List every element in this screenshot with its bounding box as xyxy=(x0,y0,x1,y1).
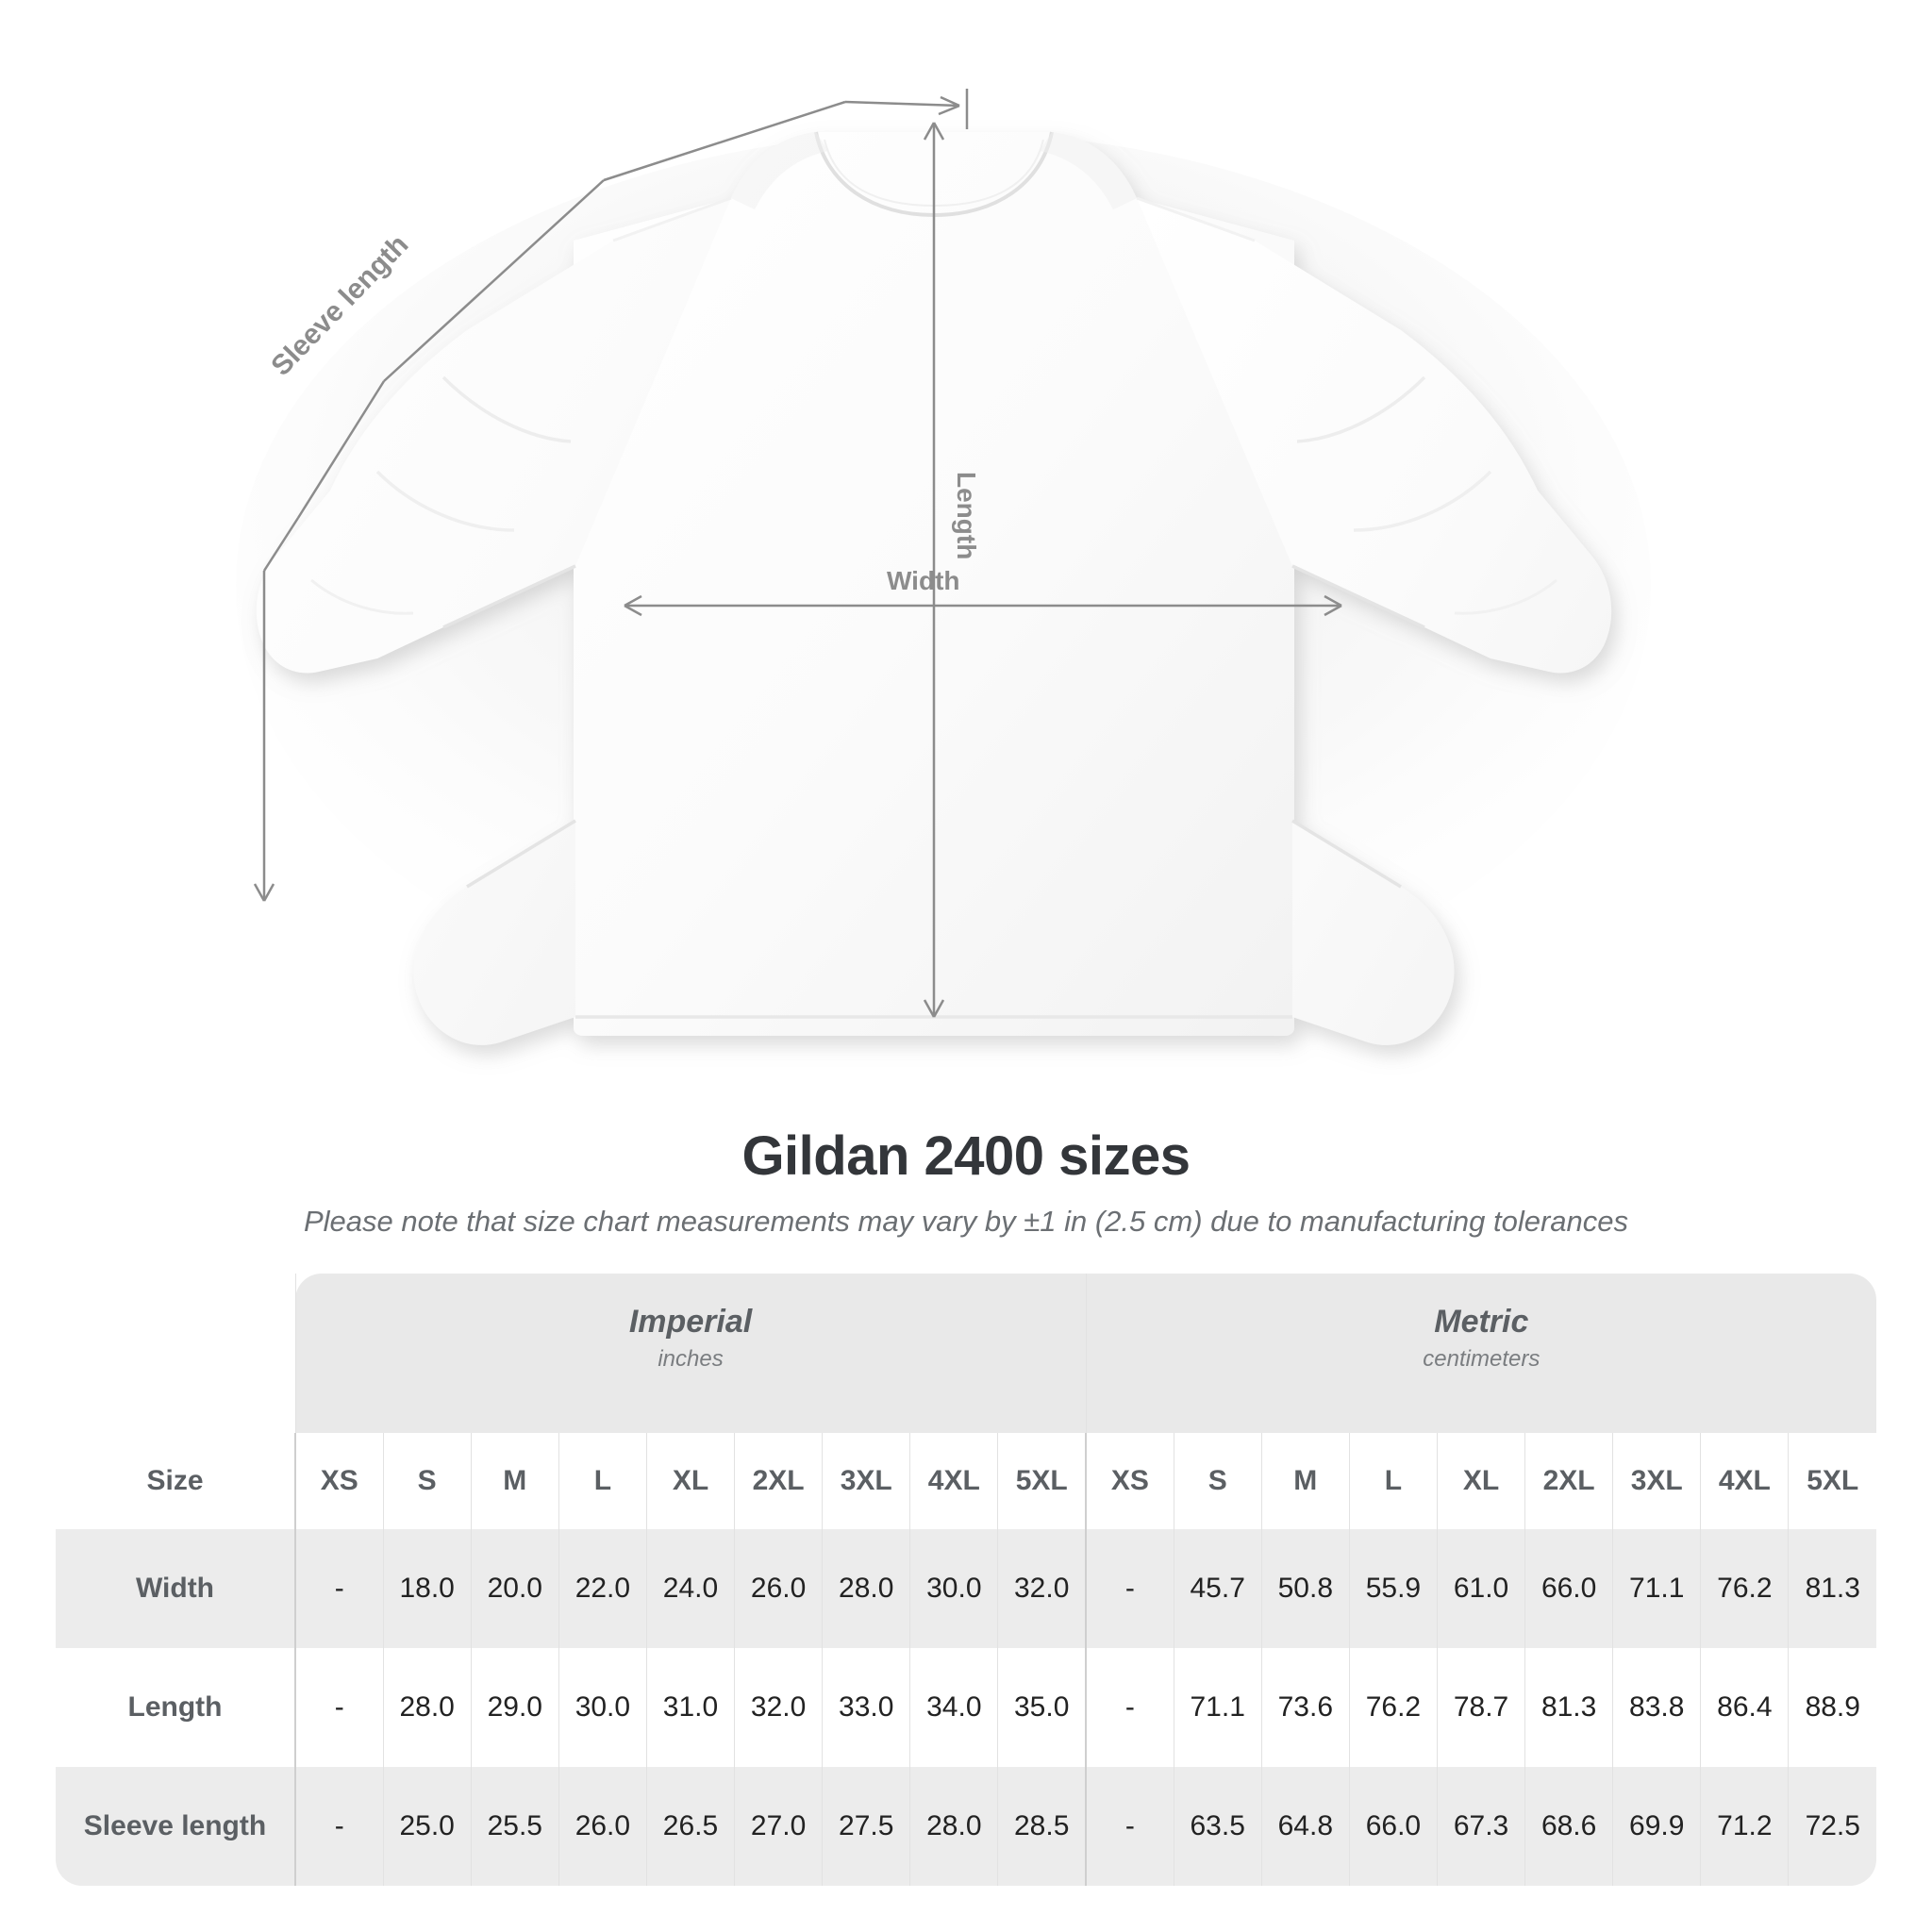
svg-text:Length: Length xyxy=(952,472,981,559)
svg-text:Width: Width xyxy=(887,566,960,595)
svg-text:Sleeve length: Sleeve length xyxy=(265,229,414,382)
